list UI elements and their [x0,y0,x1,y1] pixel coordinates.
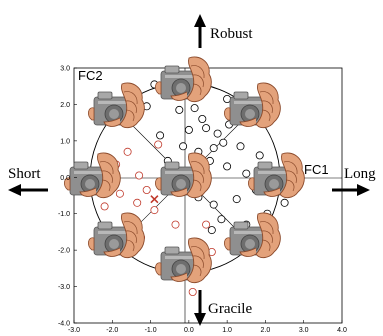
data-point-s1-12 [171,220,180,229]
y-tick-label-7: -4.0 [58,321,70,328]
grip-illustration-top-left [87,82,145,129]
data-point-s1-3 [135,171,144,180]
grip-illustration-center [154,152,212,199]
x-tick-label-7: 4.0 [337,327,347,334]
data-point-s1-11 [100,202,109,211]
data-point-s0-7 [202,124,211,133]
y-tick-label-2: 1.0 [60,138,70,145]
data-point-s0-15 [223,162,232,171]
grip-illustrations [63,56,305,284]
grip-illustration-bottom [154,237,212,284]
x-tick-label-4: 1.0 [222,327,232,334]
x-tick-label-5: 2.0 [261,327,271,334]
data-point-s0-26 [280,198,289,207]
data-point-s0-4 [190,104,199,113]
y-tick-label-1: 2.0 [60,102,70,109]
data-point-s1-6 [115,189,124,198]
data-point-s0-6 [184,125,193,134]
y-axis-label: FC2 [78,68,103,83]
y-tick-label-4: -1.0 [58,211,70,218]
grip-illustration-top-right [223,82,281,129]
data-point-s0-16 [242,169,251,178]
data-point-s0-21 [209,200,218,209]
x-tick-label-1: -2.0 [106,327,118,334]
y-tick-label-0: 3.0 [60,66,70,73]
x-tick-label-6: 3.0 [299,327,309,334]
data-point-s0-3 [175,105,184,114]
grip-illustration-top [154,56,212,103]
arrow-up-icon [194,14,206,48]
data-point-s0-5 [198,115,207,124]
arrow-right-icon [332,184,370,196]
cross-marker-0 [150,195,159,204]
y-tick-label-6: -3.0 [58,284,70,291]
data-point-s0-20 [232,195,241,204]
data-point-s1-16 [188,287,197,296]
x-tick-label-2: -1.0 [145,327,157,334]
data-point-s0-13 [179,142,188,151]
direction-label-gracile: Gracile [208,301,252,317]
data-point-s0-23 [217,215,226,224]
arrow-left-icon [8,184,48,196]
arrow-down-icon [194,290,206,326]
direction-label-short: Short [8,166,41,182]
data-point-s0-28 [207,226,216,235]
grip-illustration-left [63,152,121,199]
grip-illustration-bottom-left [87,212,145,259]
data-point-s0-33 [255,151,264,160]
grip-illustration-right [247,152,305,199]
data-point-s1-9 [150,206,159,215]
data-point-s0-10 [236,142,245,151]
grip-illustration-bottom-right [223,212,281,259]
x-axis-label: FC1 [304,162,329,177]
data-point-s0-8 [213,129,222,138]
direction-label-long: Long [344,166,376,182]
x-tick-label-3: 0.0 [184,327,194,334]
data-point-s0-36 [156,131,165,140]
y-tick-label-3: 0.0 [60,175,70,182]
y-tick-label-5: -2.0 [58,248,70,255]
data-point-s1-1 [154,140,163,149]
x-tick-label-0: -3.0 [68,327,80,334]
data-point-s1-7 [142,185,151,194]
data-point-s0-11 [209,144,218,153]
data-point-s1-19 [133,198,142,207]
tick-labels: 3.02.01.00.0-1.0-2.0-3.0-4.0-3.0 -2.0 -1.0… [58,66,347,335]
data-point-s0-32 [219,138,228,147]
direction-label-robust: Robust [210,26,253,42]
data-point-s1-13 [202,220,211,229]
data-point-s1-0 [123,147,132,156]
